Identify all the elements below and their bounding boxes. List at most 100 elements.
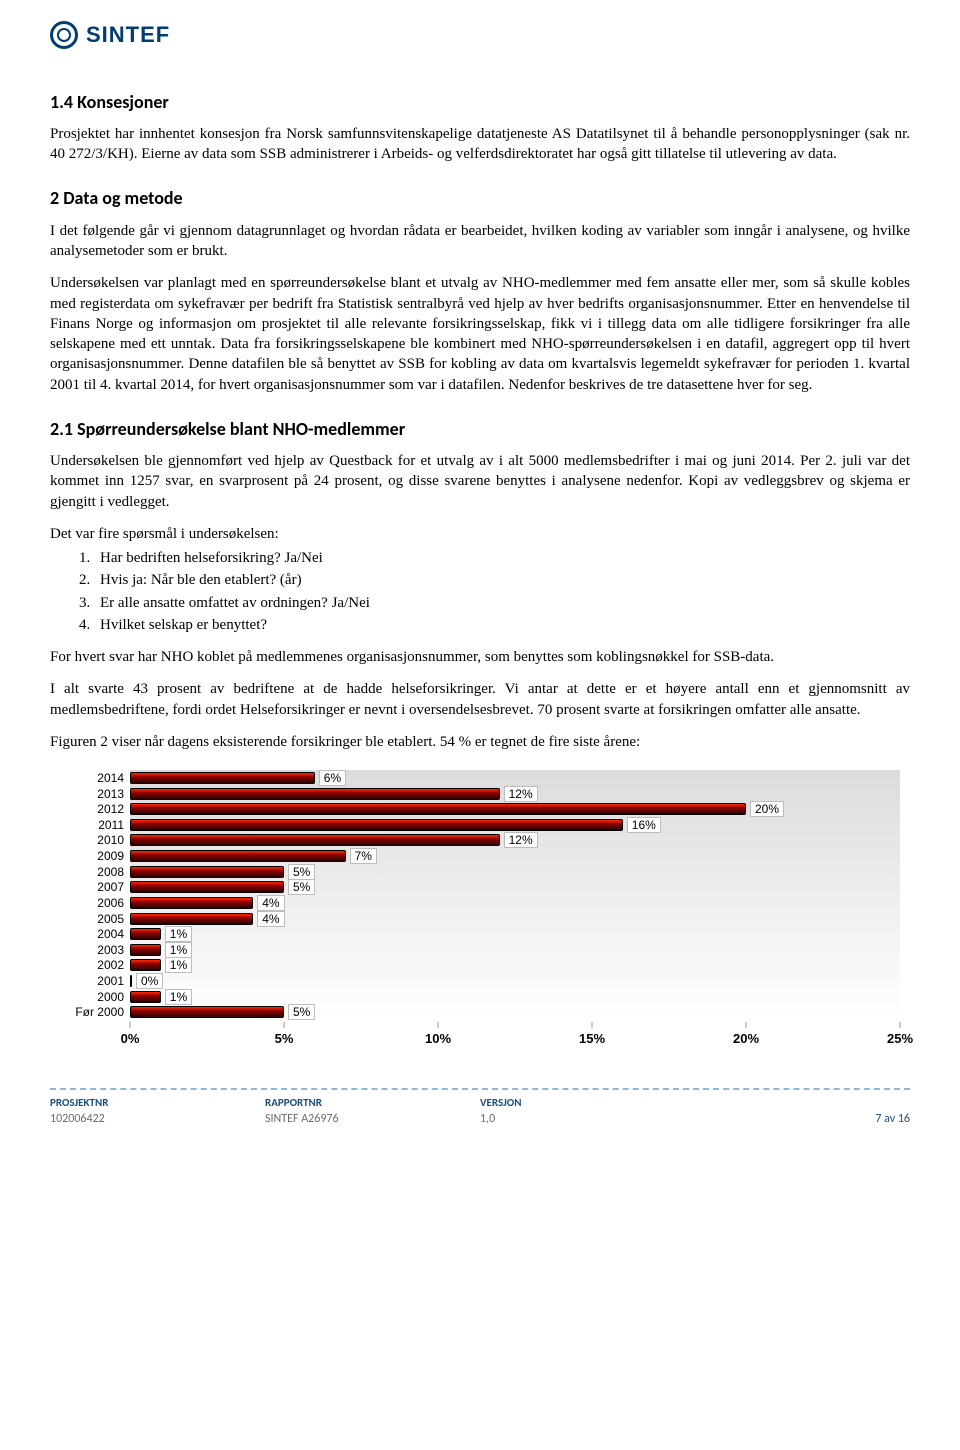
value-label: 20% [750, 801, 784, 817]
value-label: 5% [288, 879, 315, 895]
bar-row: 20041% [130, 928, 900, 940]
chart-bar [130, 959, 161, 971]
y-axis-label: 2006 [58, 897, 130, 909]
y-axis-label: 2003 [58, 944, 130, 956]
bar-row: 201220% [130, 803, 900, 815]
y-axis-label: 2002 [58, 959, 130, 971]
value-label: 1% [165, 957, 192, 973]
bar-row: 20021% [130, 959, 900, 971]
value-label: 16% [627, 817, 661, 833]
para-2-1-2: For hvert svar har NHO koblet på medlemm… [50, 647, 910, 667]
chart-bar [130, 913, 253, 925]
y-axis-label: 2004 [58, 928, 130, 940]
bar-row: 20010% [130, 975, 900, 987]
question-list: Har bedriften helseforsikring? Ja/Nei Hv… [94, 548, 910, 635]
chart-bar [130, 991, 161, 1003]
list-item: Er alle ansatte omfattet av ordningen? J… [94, 593, 910, 613]
footer-label: PROSJEKTNR [50, 1096, 265, 1111]
chart-bar [130, 928, 161, 940]
chart-bar [130, 944, 161, 956]
x-tick [130, 1022, 131, 1028]
bar-row: 20097% [130, 850, 900, 862]
para-1-4-1: Prosjektet har innhentet konsesjon fra N… [50, 124, 910, 165]
y-axis-label: 2013 [58, 788, 130, 800]
list-item: Har bedriften helseforsikring? Ja/Nei [94, 548, 910, 568]
footer-col-version: VERSJON 1,0 [480, 1096, 695, 1127]
footer-value: 102006422 [50, 1111, 265, 1127]
value-label: 5% [288, 864, 315, 880]
bar-row: 201312% [130, 788, 900, 800]
value-label: 4% [257, 895, 284, 911]
y-axis-label: 2009 [58, 850, 130, 862]
bar-row: 20075% [130, 881, 900, 893]
footer-value: SINTEF A26976 [265, 1111, 480, 1127]
x-tick [746, 1022, 747, 1028]
footer-value: 1,0 [480, 1111, 695, 1127]
x-axis-label: 15% [579, 1030, 605, 1048]
y-axis-label: 2012 [58, 803, 130, 815]
list-item: Hvilket selskap er benyttet? [94, 615, 910, 635]
value-label: 12% [504, 832, 538, 848]
x-axis-label: 20% [733, 1030, 759, 1048]
list-intro: Det var fire spørsmål i undersøkelsen: [50, 524, 910, 544]
figure-2-chart: 20146%201312%201220%201116%201012%20097%… [50, 770, 910, 1060]
chart-bar [130, 788, 500, 800]
x-tick [900, 1022, 901, 1028]
y-axis-label: 2014 [58, 772, 130, 784]
para-2-2: Undersøkelsen var planlagt med en spørre… [50, 273, 910, 395]
x-tick [592, 1022, 593, 1028]
value-label: 0% [136, 973, 163, 989]
value-label: 1% [165, 942, 192, 958]
bar-row: 20031% [130, 944, 900, 956]
brand-name: SINTEF [86, 20, 170, 50]
y-axis-label: 2007 [58, 881, 130, 893]
list-item: Hvis ja: Når ble den etablert? (år) [94, 570, 910, 590]
bar-row: 20146% [130, 772, 900, 784]
y-axis-label: 2010 [58, 834, 130, 846]
chart-bar [130, 834, 500, 846]
x-axis-label: 5% [275, 1030, 294, 1048]
footer-separator [50, 1088, 910, 1090]
value-label: 1% [165, 926, 192, 942]
bar-row: Før 20005% [130, 1006, 900, 1018]
brand-logo: SINTEF [50, 20, 910, 50]
footer-col-project: PROSJEKTNR 102006422 [50, 1096, 265, 1127]
y-axis-label: Før 2000 [58, 1006, 130, 1018]
bar-row: 201012% [130, 834, 900, 846]
page-number: 7 av 16 [695, 1111, 910, 1127]
bar-row: 20054% [130, 913, 900, 925]
value-label: 5% [288, 1004, 315, 1020]
y-axis-label: 2008 [58, 866, 130, 878]
x-axis-label: 10% [425, 1030, 451, 1048]
bar-row: 20085% [130, 866, 900, 878]
x-axis-label: 25% [887, 1030, 913, 1048]
chart-bar [130, 850, 346, 862]
chart-bar [130, 881, 284, 893]
y-axis-label: 2000 [58, 991, 130, 1003]
chart-bar [130, 975, 132, 987]
heading-1-4: 1.4 Konsesjoner [50, 90, 910, 114]
bar-row: 201116% [130, 819, 900, 831]
para-2-1-3: I alt svarte 43 prosent av bedriftene at… [50, 679, 910, 720]
chart-bar [130, 866, 284, 878]
heading-2-1: 2.1 Spørreundersøkelse blant NHO-medlemm… [50, 417, 910, 441]
x-tick [438, 1022, 439, 1028]
chart-bar [130, 772, 315, 784]
bar-row: 20064% [130, 897, 900, 909]
value-label: 12% [504, 786, 538, 802]
page-footer: PROSJEKTNR 102006422 RAPPORTNR SINTEF A2… [50, 1096, 910, 1127]
heading-2: 2 Data og metode [50, 186, 910, 210]
chart-bar [130, 897, 253, 909]
para-2-1: I det følgende går vi gjennom datagrunnl… [50, 221, 910, 262]
x-tick [284, 1022, 285, 1028]
para-2-1-4: Figuren 2 viser når dagens eksisterende … [50, 732, 910, 752]
value-label: 6% [319, 770, 346, 786]
chart-bar [130, 819, 623, 831]
footer-label: VERSJON [480, 1096, 695, 1111]
chart-bar [130, 1006, 284, 1018]
footer-label: RAPPORTNR [265, 1096, 480, 1111]
bar-row: 20001% [130, 991, 900, 1003]
value-label: 1% [165, 989, 192, 1005]
y-axis-label: 2005 [58, 913, 130, 925]
value-label: 7% [350, 848, 377, 864]
